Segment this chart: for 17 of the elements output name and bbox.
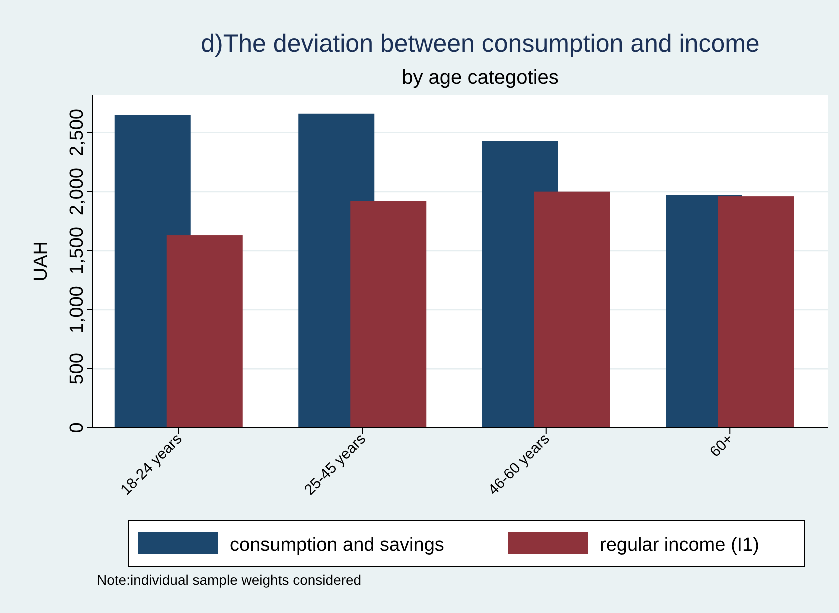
bar	[718, 196, 794, 428]
text: Note:individual sample weights considered	[97, 572, 362, 588]
x-tick-label: 60+	[706, 430, 738, 461]
legend-label: regular income (I1)	[600, 535, 760, 556]
bar	[534, 192, 610, 428]
legend-label: consumption and savings	[230, 535, 444, 556]
y-tick-label: 1,000	[67, 286, 88, 334]
bar	[350, 201, 427, 428]
y-tick-label: 1,500	[67, 227, 88, 275]
y-tick-label: 2,500	[67, 109, 88, 157]
y-tick-label: 500	[67, 353, 88, 385]
y-tick-label: 0	[67, 422, 88, 434]
chart-subtitle: by age categoties	[402, 67, 559, 89]
y-axis-title: UAH	[31, 241, 52, 282]
bar	[166, 236, 243, 428]
chart-title: d)The deviation between consumption and income	[201, 30, 760, 58]
y-tick-label: 2,000	[67, 168, 88, 216]
